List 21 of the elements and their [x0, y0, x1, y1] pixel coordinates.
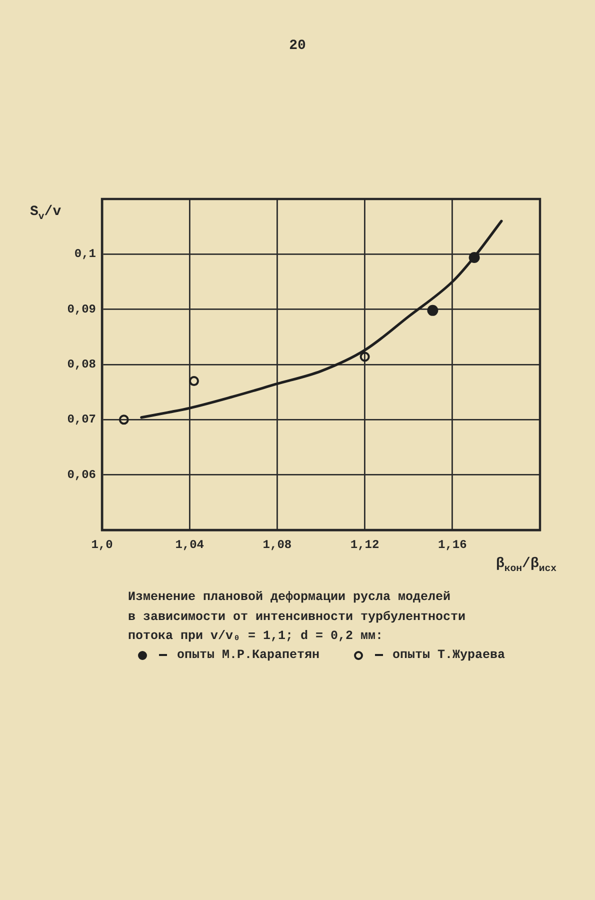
y-tick-label: 0,09 — [67, 302, 96, 316]
y-axis-title: S$_{v}$/v — [30, 204, 62, 222]
y-tick-label: 0,06 — [67, 468, 96, 482]
x-tick-label: 1,0 — [91, 538, 113, 552]
y-tick-label: 0,07 — [67, 412, 96, 427]
x-tick-label: 1,08 — [262, 538, 292, 552]
text: 20 — [288, 38, 307, 54]
legend-label: опыты М.Р.Карапетян — [147, 648, 320, 662]
x-tick-label: 1,16 — [438, 538, 467, 552]
x-tick-label: 1,04 — [175, 538, 204, 552]
text: Изменение плановой деформации русла моделей в зависимости от интенсивности турбулентности потока при v/v₀ = 1,1; d = 0,2 мм: — [128, 589, 466, 645]
point — [118, 414, 129, 425]
x-axis-title: β$_{кон}$/β$_{исх}$ — [496, 556, 556, 574]
point — [188, 376, 199, 386]
legend-label: опыты Т.Жураева — [362, 648, 506, 662]
x-tick-label: 1,12 — [350, 538, 380, 552]
y-tick-label: 0,08 — [67, 358, 96, 372]
y-tick-label: 0,1 — [74, 247, 96, 262]
point — [360, 352, 370, 362]
point — [468, 252, 480, 263]
point — [427, 304, 438, 316]
